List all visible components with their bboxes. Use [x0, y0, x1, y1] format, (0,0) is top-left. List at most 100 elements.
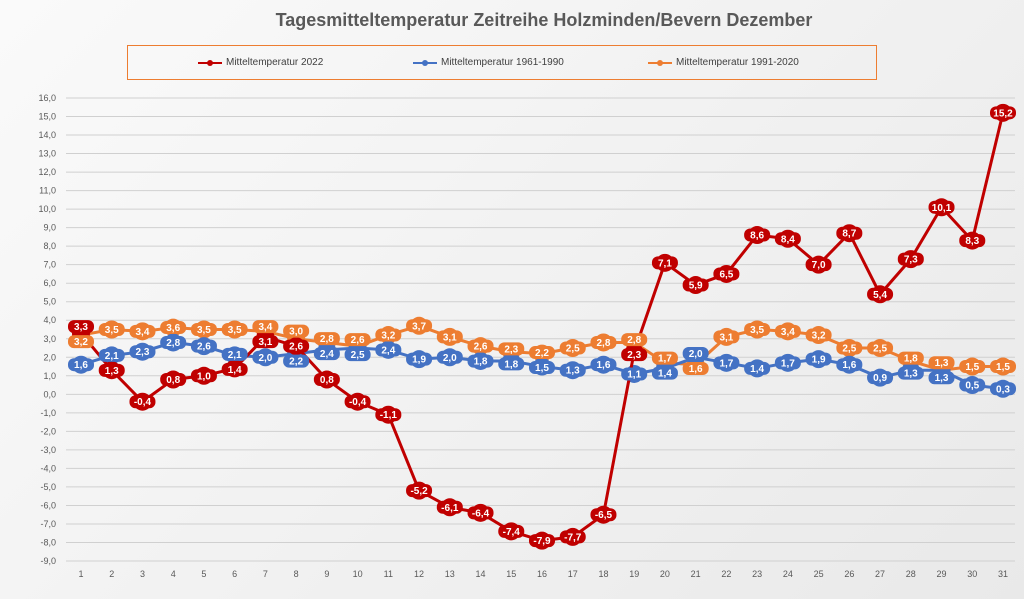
data-label: 1,6 — [842, 360, 856, 371]
data-label-background — [344, 395, 371, 409]
x-tick-label: 24 — [783, 569, 793, 579]
data-label-group: 2,8 — [160, 336, 187, 350]
data-label-background — [221, 323, 248, 336]
data-label: 2,3 — [504, 344, 518, 355]
data-label-background — [651, 351, 678, 365]
data-label: 3,2 — [381, 330, 395, 341]
data-label-group: 3,1 — [436, 330, 463, 344]
data-label: 2,2 — [535, 348, 549, 359]
chart-title: Tagesmitteltemperatur Zeitreihe Holzmind… — [275, 10, 813, 30]
data-label-background — [590, 335, 617, 349]
data-label-background — [774, 356, 801, 370]
data-label-group: -6,4 — [467, 506, 494, 520]
data-label: 2,3 — [627, 350, 641, 361]
data-label-background — [129, 324, 156, 338]
y-tick-label: 8,0 — [43, 241, 56, 251]
data-label-group: 3,5 — [221, 323, 248, 336]
data-label-background — [713, 330, 740, 344]
data-label: 8,6 — [750, 231, 764, 242]
data-label-background — [928, 371, 955, 385]
data-label-background — [160, 336, 187, 350]
data-label: 1,6 — [74, 360, 88, 371]
data-label-background — [590, 508, 617, 522]
data-label-background — [283, 354, 310, 368]
data-label-group: 2,5 — [867, 341, 894, 355]
data-label-background — [529, 361, 555, 375]
data-label-background — [375, 328, 402, 342]
data-label: -7,7 — [564, 532, 582, 543]
data-label: 1,7 — [781, 358, 795, 369]
data-label-background — [897, 366, 924, 380]
y-tick-label: -5,0 — [40, 482, 56, 492]
x-tick-label: 15 — [506, 569, 516, 579]
x-tick-label: 10 — [353, 569, 363, 579]
y-tick-label: 13,0 — [38, 149, 56, 159]
data-label-background — [867, 341, 894, 355]
data-label: 1,4 — [750, 364, 764, 375]
data-label: 1,1 — [627, 369, 641, 380]
y-tick-label: 12,0 — [38, 167, 56, 177]
x-tick-label: 6 — [232, 569, 237, 579]
data-label-background — [283, 324, 310, 338]
data-label-group: 3,2 — [375, 328, 402, 342]
data-label-background — [559, 363, 586, 377]
x-tick-label: 29 — [937, 569, 947, 579]
data-label: 1,7 — [658, 354, 672, 365]
data-label: 3,5 — [197, 325, 211, 336]
data-label: 6,5 — [719, 269, 733, 280]
x-tick-label: 23 — [752, 569, 762, 579]
legend-entry: Mitteltemperatur 2022 — [198, 57, 323, 68]
data-label: 3,5 — [750, 325, 764, 336]
data-label: 8,3 — [965, 236, 979, 247]
data-label-background — [928, 356, 955, 370]
data-label-group: 1,1 — [621, 367, 648, 381]
data-label-group: 3,5 — [190, 323, 217, 336]
legend-label: Mitteltemperatur 1991-2020 — [676, 57, 799, 68]
data-label: 7,3 — [904, 255, 918, 266]
data-label-group: 3,5 — [744, 323, 771, 336]
data-label: 2,8 — [597, 338, 611, 349]
data-label-background — [682, 361, 709, 375]
data-label-background — [190, 339, 217, 353]
data-label: -6,5 — [595, 510, 613, 521]
data-label-background — [252, 350, 279, 364]
data-label-group: 2,0 — [436, 350, 463, 364]
data-label: 15,2 — [993, 108, 1013, 119]
data-label-background — [436, 350, 463, 364]
data-label-group: 1,6 — [682, 361, 709, 375]
data-label-group: 1,3 — [98, 363, 125, 377]
data-label: 2,2 — [289, 357, 303, 368]
y-tick-label: 4,0 — [43, 315, 56, 325]
data-label: 1,8 — [504, 359, 518, 370]
data-label-group: 2,6 — [190, 339, 217, 353]
x-tick-label: 5 — [201, 569, 206, 579]
data-label-group: 2,8 — [621, 333, 648, 347]
data-label-background — [559, 530, 586, 544]
data-label-background — [98, 348, 125, 362]
y-tick-label: 7,0 — [43, 260, 56, 270]
data-label-background — [436, 500, 463, 514]
y-tick-label: 3,0 — [43, 334, 56, 344]
x-tick-label: 26 — [844, 569, 854, 579]
data-label-background — [436, 330, 463, 344]
data-label: 3,5 — [228, 325, 242, 336]
data-label-background — [252, 335, 279, 349]
data-label-group: 0,3 — [990, 382, 1016, 396]
data-label: 3,1 — [258, 337, 272, 348]
data-label-background — [805, 352, 832, 366]
y-tick-label: 11,0 — [39, 186, 56, 196]
data-label: 7,1 — [658, 258, 672, 269]
data-label-background — [344, 333, 371, 347]
data-label: 3,1 — [719, 332, 733, 343]
y-tick-label: -7,0 — [40, 519, 56, 529]
data-label-group: 2,8 — [313, 332, 340, 346]
data-label-group: 7,0 — [805, 258, 832, 272]
data-label-group: 1,0 — [190, 369, 217, 383]
data-label-background — [990, 360, 1016, 374]
x-tick-label: 28 — [906, 569, 916, 579]
y-tick-label: 1,0 — [43, 371, 56, 381]
data-label-group: 1,5 — [529, 361, 555, 375]
data-label-background — [221, 362, 248, 376]
data-label: 2,8 — [166, 338, 180, 349]
data-label: 2,4 — [320, 349, 334, 360]
